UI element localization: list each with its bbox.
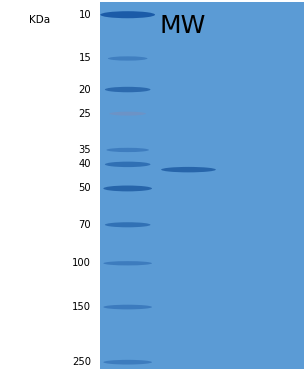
Ellipse shape — [105, 161, 150, 167]
Ellipse shape — [105, 222, 150, 227]
Ellipse shape — [108, 56, 147, 60]
Text: 50: 50 — [78, 183, 91, 193]
Text: 250: 250 — [72, 357, 91, 367]
FancyBboxPatch shape — [100, 2, 304, 369]
Text: MW: MW — [159, 14, 206, 38]
Text: 25: 25 — [78, 109, 91, 119]
Ellipse shape — [106, 148, 149, 152]
Text: 35: 35 — [78, 145, 91, 155]
Text: 40: 40 — [79, 160, 91, 169]
Text: 100: 100 — [72, 258, 91, 268]
Ellipse shape — [103, 360, 152, 365]
Text: 70: 70 — [78, 220, 91, 230]
Ellipse shape — [103, 305, 152, 309]
Text: 150: 150 — [72, 302, 91, 312]
Text: 10: 10 — [78, 10, 91, 20]
Text: KDa: KDa — [29, 15, 50, 25]
Ellipse shape — [109, 112, 146, 115]
Ellipse shape — [105, 87, 150, 92]
Text: 20: 20 — [78, 85, 91, 94]
Ellipse shape — [103, 261, 152, 266]
Ellipse shape — [161, 167, 216, 172]
Ellipse shape — [100, 11, 155, 18]
Ellipse shape — [103, 186, 152, 191]
Text: 15: 15 — [78, 53, 91, 64]
